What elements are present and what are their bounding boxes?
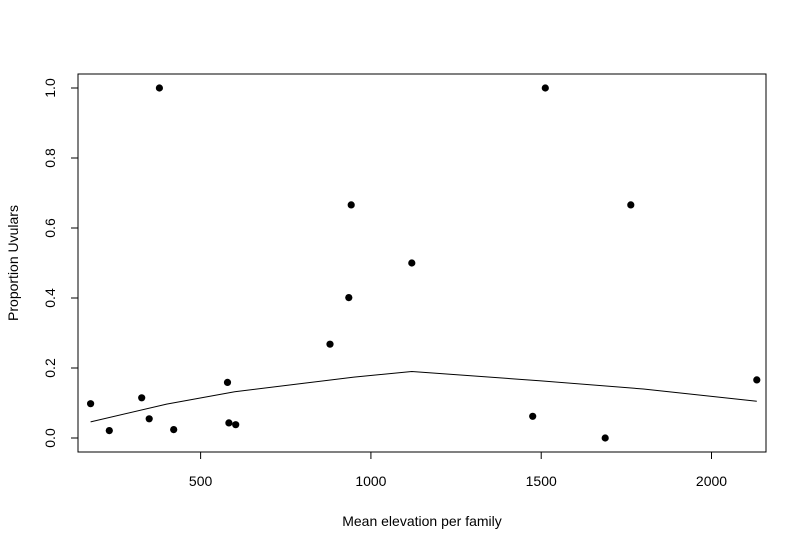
y-tick-label: 0.0 (42, 428, 58, 448)
data-point (225, 419, 233, 427)
x-tick-label: 2000 (696, 473, 727, 489)
y-tick-label: 0.6 (42, 218, 58, 238)
data-point (627, 201, 635, 209)
x-tick-label: 500 (189, 473, 213, 489)
x-tick-label: 1500 (526, 473, 557, 489)
x-tick-label: 1000 (355, 473, 386, 489)
y-tick-label: 0.4 (42, 288, 58, 308)
data-point (345, 294, 353, 302)
x-axis: 500 1000 1500 2000 (189, 451, 727, 489)
data-point (105, 427, 113, 435)
data-point (541, 84, 549, 92)
smooth-line (90, 370, 757, 423)
data-point (753, 376, 761, 384)
data-point (138, 394, 146, 402)
data-points (87, 84, 761, 442)
data-point (223, 378, 232, 386)
data-point (155, 84, 163, 92)
data-point (145, 415, 153, 423)
data-point (601, 434, 609, 442)
x-axis-label: Mean elevation per family (342, 513, 502, 529)
plot-frame (77, 73, 767, 453)
data-point (347, 201, 355, 209)
data-point (326, 340, 334, 348)
data-point (170, 426, 178, 434)
data-point (529, 412, 537, 420)
y-tick-label: 0.8 (42, 148, 58, 168)
y-axis-label: Proportion Uvulars (5, 205, 21, 321)
data-point (408, 259, 416, 267)
y-tick-label: 0.2 (42, 358, 58, 378)
data-point (232, 421, 240, 429)
y-tick-label: 1.0 (42, 78, 58, 98)
data-point (87, 400, 95, 408)
y-axis: 0.0 0.2 0.4 0.6 0.8 1.0 (42, 78, 79, 448)
